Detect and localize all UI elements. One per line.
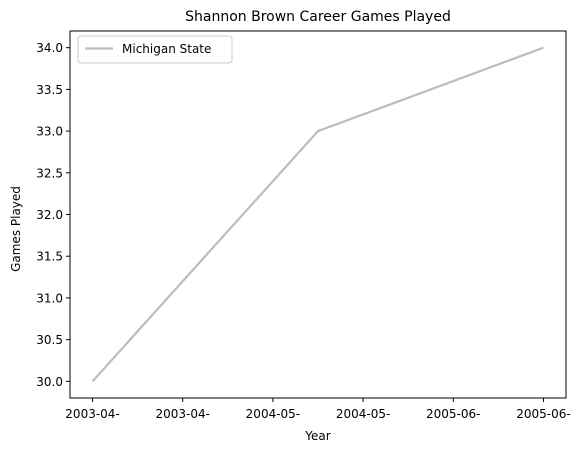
y-tick-label: 30.5 (36, 333, 63, 347)
y-axis-label: Games Played (9, 186, 23, 272)
y-axis: 30.0 30.5 31.0 31.5 32.0 32.5 33.0 33.5 34.0 (36, 41, 70, 389)
chart-title: Shannon Brown Career Games Played (185, 9, 451, 25)
legend-box (77, 35, 233, 64)
y-tick-label: 32.0 (36, 208, 63, 222)
x-axis: 2003-04- 2003-04- 2004-05- 2004-05- 2005-06-… (65, 398, 571, 421)
x-tick-label: 2005-06- (516, 407, 570, 421)
series-line-0 (91, 46, 544, 383)
y-tick-label: 33.0 (36, 125, 63, 139)
x-tick-label: 2003-04- (65, 407, 119, 421)
y-tick-label: 32.5 (36, 166, 63, 180)
x-tick-label: 2005-06- (426, 407, 480, 421)
x-tick-label: 2003-04- (155, 407, 209, 421)
y-tick-label: 34.0 (36, 41, 63, 55)
y-tick-label: 31.5 (36, 250, 63, 264)
legend-label-michigan-state: Michigan State (122, 42, 211, 56)
y-tick-label: 31.0 (36, 291, 63, 305)
y-tick-label: 33.5 (36, 83, 63, 97)
x-tick-label: 2004-05- (336, 407, 390, 421)
plot-area (69, 30, 567, 399)
plot-frame (69, 30, 567, 399)
x-tick-label: 2004-05- (246, 407, 300, 421)
x-axis-label: Year (304, 429, 330, 443)
y-tick-label: 30.0 (36, 375, 63, 389)
legend: Michigan State (77, 35, 233, 64)
